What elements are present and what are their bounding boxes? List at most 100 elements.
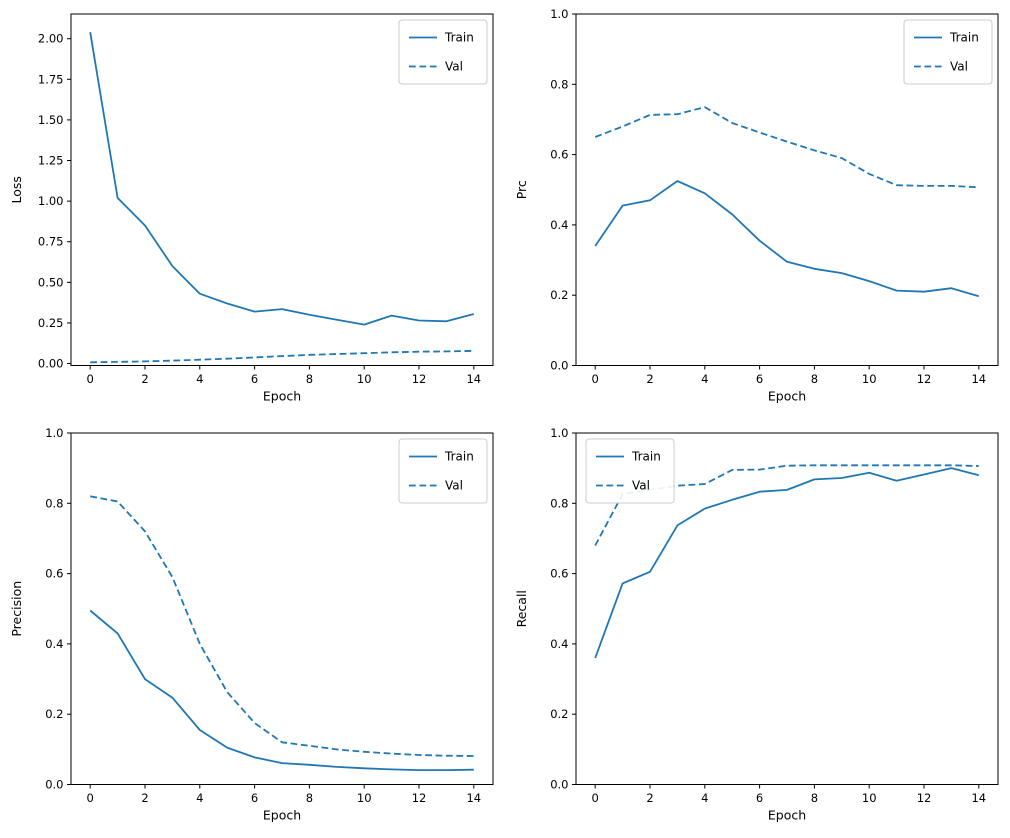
legend-label-val: Val [445,479,463,493]
y-tick-label: 0.8 [550,496,568,510]
x-tick-label: 2 [141,791,148,805]
recall-chart: 0 2 4 6 8 10 12 14 0.0 0.2 0.4 0.6 0.8 1.0 Epoch Recall… [514,426,999,823]
x-tick-label: 8 [811,372,818,386]
x-tick-label: 14 [466,791,481,805]
x-tick-label: 6 [756,372,763,386]
train-line-loss [89,32,475,326]
y-tick-label: 0.0 [550,778,568,792]
x-tick-label: 0 [592,372,599,386]
y-axis-ticks-prc: 0.0 0.2 0.4 0.6 0.8 1.0 [550,7,576,373]
y-tick-label: 0.6 [550,567,568,581]
y-tick-label: 1.50 [38,113,64,127]
x-tick-label: 10 [862,791,877,805]
x-tick-label: 12 [412,791,427,805]
y-tick-label: 0.75 [38,235,64,249]
subplot-recall: 0 2 4 6 8 10 12 14 0.0 0.2 0.4 0.6 0.8 1.0 Epoch Recall… [505,419,1010,838]
y-axis-ticks-recall: 0.0 0.2 0.4 0.6 0.8 1.0 [550,426,576,792]
x-tick-label: 6 [251,372,258,386]
y-tick-label: 0.4 [550,218,568,232]
y-tick-label: 0.50 [38,275,64,289]
y-tick-label: 0.4 [45,637,63,651]
y-tick-label: 0.6 [45,567,63,581]
x-tick-label: 10 [357,372,372,386]
x-tick-label: 12 [917,791,932,805]
y-tick-label: 1.00 [38,194,64,208]
legend-frame [903,19,993,85]
loss-chart: 0 2 4 6 8 10 12 14 0.00 0.25 0.50 0.75 1.00 1.25 1.50 1… [9,13,494,404]
y-tick-label: 0.8 [550,77,568,91]
y-tick-label: 2.00 [38,32,64,46]
x-axis-ticks-precision: 0 2 4 6 8 10 12 14 [87,784,481,805]
x-tick-label: 0 [87,791,94,805]
axes-frame-loss [70,13,494,366]
val-line-loss [90,350,474,364]
x-tick-label: 14 [971,372,986,386]
y-tick-label: 0.00 [38,357,64,371]
legend-label-train: Train [631,450,661,464]
x-tick-label: 4 [196,791,203,805]
x-tick-label: 6 [756,791,763,805]
prc-chart: 0 2 4 6 8 10 12 14 0.0 0.2 0.4 0.6 0.8 1.0 Epoch Prc Tra… [514,7,999,404]
x-tick-label: 4 [196,372,203,386]
legend-label-train: Train [949,31,979,45]
legend-prc: Train Val [903,19,993,85]
legend-label-val: Val [632,479,650,493]
legend-label-train: Train [444,31,474,45]
x-axis-label-precision: Epoch [263,808,301,823]
y-axis-label-recall: Recall [514,590,529,627]
y-axis-ticks-precision: 0.0 0.2 0.4 0.6 0.8 1.0 [45,426,71,792]
legend-frame [398,19,488,85]
y-tick-label: 1.25 [38,154,64,168]
y-tick-label: 0.2 [550,288,568,302]
x-axis-label-loss: Epoch [263,389,301,404]
y-tick-label: 0.4 [550,637,568,651]
legend-frame [585,438,675,504]
y-axis-ticks-loss: 0.00 0.25 0.50 0.75 1.00 1.25 1.50 1.75 2.00 [38,32,71,371]
y-tick-label: 1.0 [550,426,568,440]
train-line-prc [594,180,980,298]
x-tick-label: 6 [251,791,258,805]
legend-recall: Train Val [585,438,675,504]
legend-label-val: Val [445,60,463,74]
subplot-precision: 0 2 4 6 8 10 12 14 0.0 0.2 0.4 0.6 0.8 1.0 Epoch Precis… [0,419,505,838]
x-tick-label: 8 [306,372,313,386]
x-tick-label: 0 [87,372,94,386]
x-tick-label: 0 [592,791,599,805]
val-line-precision [90,495,474,757]
x-tick-label: 4 [701,791,708,805]
subplot-loss: 0 2 4 6 8 10 12 14 0.00 0.25 0.50 0.75 1.00 1.25 1.50 1… [0,0,505,419]
train-line-recall [594,467,980,659]
y-tick-label: 0.8 [45,496,63,510]
legend-label-train: Train [444,450,474,464]
x-axis-ticks-prc: 0 2 4 6 8 10 12 14 [592,365,986,386]
x-tick-label: 2 [646,372,653,386]
x-tick-label: 10 [862,372,877,386]
x-tick-label: 14 [971,791,986,805]
legend-frame [398,438,488,504]
axes-frame-prc [575,13,999,366]
precision-chart: 0 2 4 6 8 10 12 14 0.0 0.2 0.4 0.6 0.8 1.0 Epoch Precis… [9,426,494,823]
axes-frame-recall [575,432,999,785]
y-tick-label: 0.25 [38,316,64,330]
x-tick-label: 2 [646,791,653,805]
x-tick-label: 12 [412,372,427,386]
y-tick-label: 0.0 [550,359,568,373]
x-tick-label: 2 [141,372,148,386]
x-tick-label: 10 [357,791,372,805]
x-tick-label: 12 [917,372,932,386]
y-tick-label: 0.6 [550,148,568,162]
x-axis-label-recall: Epoch [768,808,806,823]
x-axis-ticks-recall: 0 2 4 6 8 10 12 14 [592,784,986,805]
x-tick-label: 14 [466,372,481,386]
y-axis-label-precision: Precision [9,581,24,637]
x-axis-ticks-loss: 0 2 4 6 8 10 12 14 [87,365,481,386]
y-tick-label: 0.2 [45,707,63,721]
subplot-prc: 0 2 4 6 8 10 12 14 0.0 0.2 0.4 0.6 0.8 1.0 Epoch Prc Tra… [505,0,1010,419]
legend-precision: Train Val [398,438,488,504]
x-axis-label-prc: Epoch [768,389,806,404]
axes-frame-precision [70,432,494,785]
x-tick-label: 8 [811,791,818,805]
legend-loss: Train Val [398,19,488,85]
y-tick-label: 0.0 [45,778,63,792]
